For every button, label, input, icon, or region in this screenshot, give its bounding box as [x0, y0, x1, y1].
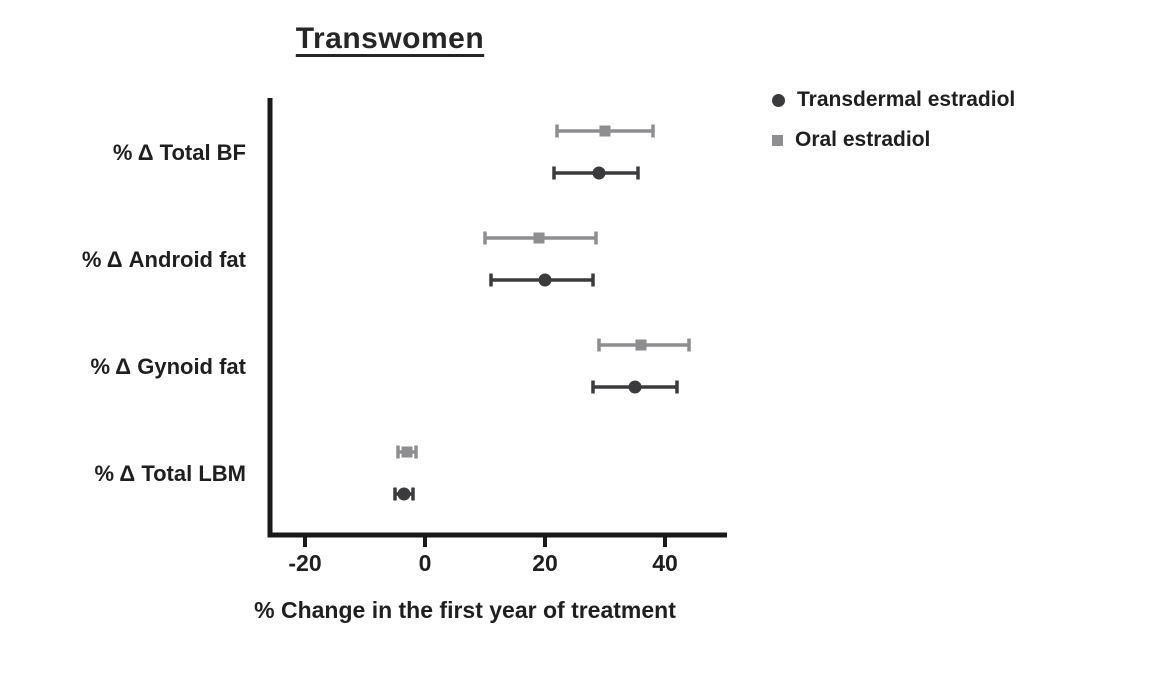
legend-item-oral-estradiol: Oral estradiol	[772, 128, 1015, 152]
data-point-marker	[397, 487, 411, 501]
x-tick-label: -20	[288, 550, 321, 576]
data-point-marker	[533, 232, 545, 244]
category-label: % Δ Android fat	[82, 247, 247, 272]
legend-label-transdermal-estradiol: Transdermal estradiol	[797, 88, 1016, 111]
chart-title: Transwomen	[295, 22, 485, 55]
data-point-marker	[635, 339, 647, 351]
data-point-marker	[538, 273, 552, 287]
data-point-marker	[628, 380, 642, 394]
data-point-marker	[401, 446, 413, 458]
category-label: % Δ Total LBM	[95, 461, 246, 486]
legend: Transdermal estradiol Oral estradiol	[772, 88, 1015, 168]
x-tick-label: 0	[419, 550, 432, 576]
data-point-marker	[599, 125, 611, 137]
category-label: % Δ Gynoid fat	[90, 354, 246, 379]
square-marker-icon	[772, 134, 783, 146]
x-tick-label: 40	[652, 550, 678, 576]
x-axis-title: % Change in the first year of treatment	[254, 597, 676, 623]
x-tick-label: 20	[532, 550, 558, 576]
data-point-marker	[592, 166, 606, 180]
legend-item-transdermal-estradiol: Transdermal estradiol	[772, 88, 1015, 112]
circle-marker-icon	[772, 93, 785, 107]
category-label: % Δ Total BF	[113, 140, 246, 165]
legend-label-oral-estradiol: Oral estradiol	[795, 128, 931, 151]
